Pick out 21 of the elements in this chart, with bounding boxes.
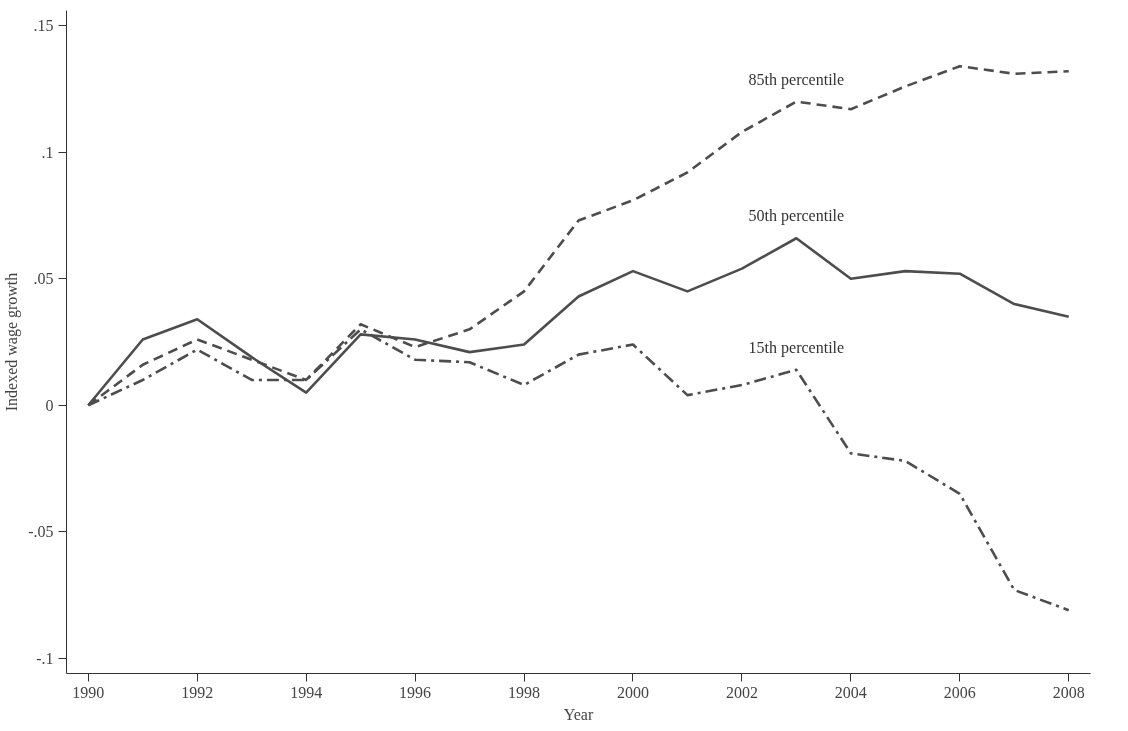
y-tick-label: .05 [33,270,54,288]
y-tick-label: .15 [33,17,54,35]
y-tick-label: 0 [45,396,54,414]
x-tick-label: 2004 [834,683,867,701]
x-tick-label: 1998 [508,683,541,701]
y-tick-label: -.1 [36,649,54,667]
x-tick-label: 2002 [725,683,758,701]
x-tick-label: 2006 [943,683,976,701]
x-tick-label: 2000 [616,683,649,701]
x-tick-label: 1994 [290,683,323,701]
series-label: 15th percentile [748,338,845,357]
y-tick-label: -.05 [28,523,54,541]
x-tick-label: 1992 [181,683,214,701]
x-axis-title: Year [563,705,594,723]
y-axis-title: Indexed wage growth [3,272,22,412]
series-label: 50th percentile [748,207,845,226]
x-tick-label: 1990 [72,683,105,701]
x-tick-label: 2008 [1052,683,1085,701]
series-label: 85th percentile [748,70,845,89]
x-tick-label: 1996 [399,683,432,701]
y-tick-label: .1 [41,143,54,161]
